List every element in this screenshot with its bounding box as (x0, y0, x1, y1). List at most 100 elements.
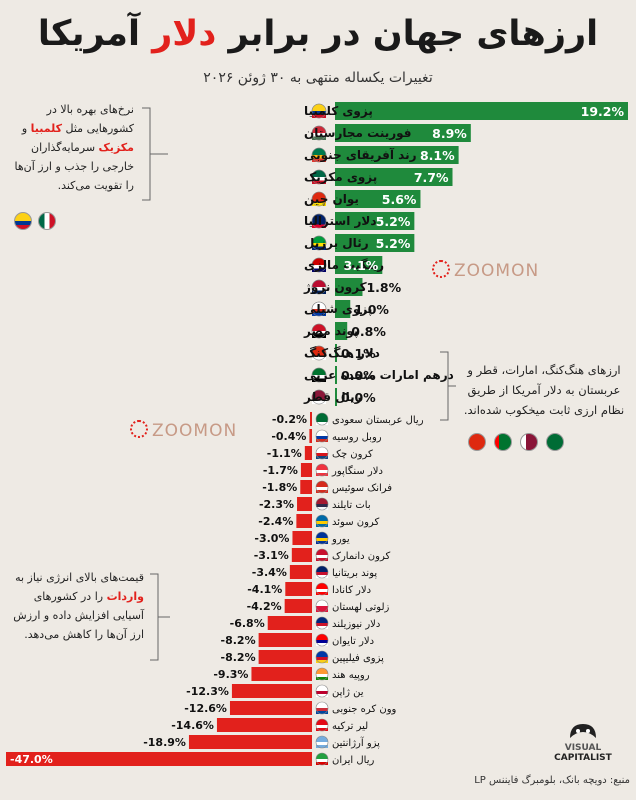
watermark-icon (130, 420, 148, 438)
value-label: -0.2% (272, 413, 307, 426)
bar (284, 599, 312, 613)
flag-stripe (312, 400, 326, 404)
flag-ring (315, 667, 329, 681)
bar (188, 735, 312, 749)
brand-logo: VISUAL CAPITALIST (548, 722, 618, 763)
flag-stripe (312, 158, 326, 162)
flag-stripe (316, 708, 328, 711)
value-label: 8.9% (432, 126, 467, 141)
flag-ring (311, 191, 327, 207)
category-label: رئال برزیل (304, 236, 369, 250)
flag-stripe (312, 378, 326, 382)
flag-stripe (316, 558, 328, 561)
bar (335, 102, 628, 120)
flag-ring (315, 412, 329, 426)
bar (335, 366, 337, 384)
value-label: 1.8% (366, 280, 401, 295)
value-label: 19.2% (581, 104, 625, 119)
category-label: روبل روسیه (332, 432, 382, 443)
flag-stripe (316, 606, 328, 609)
category-label: دلار استرالیا (304, 214, 376, 228)
bar (297, 497, 312, 511)
note-topleft-and: و (21, 122, 28, 135)
flag-ring (311, 169, 327, 185)
category-label: درهم امارات متحده عربی (304, 368, 454, 382)
note-topleft-colombia: کلمبیا (30, 122, 63, 135)
bar (335, 168, 453, 186)
flag-stripe (312, 246, 326, 250)
category-label: یوان چین (304, 192, 359, 207)
flag-stripe (312, 202, 326, 206)
flag-stripe (316, 439, 328, 442)
value-label: -14.6% (171, 719, 214, 732)
flag-stripe (316, 691, 328, 694)
bar (335, 322, 348, 340)
bar (335, 212, 415, 230)
value-label: -3.0% (254, 532, 289, 545)
value-label: -4.2% (247, 600, 282, 613)
category-label: رند آفریقای جنوبی (304, 147, 417, 163)
saudi-flag-icon (546, 433, 564, 451)
bar (296, 514, 312, 528)
bar (335, 278, 363, 296)
flag-ring (315, 684, 329, 698)
title-end: آمریکا (37, 14, 140, 54)
flag-stripe (312, 268, 326, 272)
bar (335, 124, 471, 142)
flag-stripe (316, 490, 328, 493)
flag-stripe (312, 136, 326, 140)
flag-ring (311, 301, 327, 317)
category-label: دلار هنگ‌کنگ (304, 346, 380, 360)
flag-ring (311, 147, 327, 163)
flag-ring (315, 480, 329, 494)
flag-stripe (316, 728, 328, 731)
flag-stripe (316, 762, 328, 765)
flag-stripe (312, 243, 326, 247)
flag-stripe (312, 334, 326, 338)
flag-stripe (316, 538, 328, 541)
value-label: -18.9% (143, 736, 186, 749)
bar (335, 300, 351, 318)
flag-ring (315, 650, 329, 664)
value-label: 5.2% (376, 236, 411, 251)
flag-stripe (316, 626, 328, 629)
flag-stripe (316, 422, 328, 425)
bar (304, 446, 312, 460)
category-label: دلار نیوزیلند (332, 619, 380, 630)
flag-stripe (316, 473, 328, 476)
note-bracket (150, 573, 170, 661)
note-bottomleft-text1: قیمت‌های بالای انرژی نیاز به (15, 571, 144, 584)
flag-stripe (316, 745, 328, 748)
subtitle: تغییرات یکساله منتهی به ۳۰ ژوئن ۲۰۲۶ (203, 70, 433, 86)
category-label: کرون دانمارک (332, 551, 390, 562)
flag-ring (315, 514, 329, 528)
category-label: رینگیت مالزی (304, 258, 384, 272)
category-label: ریال ایران (332, 755, 374, 766)
flag-ring (315, 565, 329, 579)
note-topleft-text1: نرخ‌های بهره بالا در کشورهایی مثل (46, 103, 134, 135)
category-label: ین ژاپن (332, 687, 364, 698)
flag-stripe (316, 436, 328, 439)
bar (310, 412, 312, 426)
flag-stripe (316, 674, 328, 677)
flag-ring (311, 367, 327, 383)
flag-stripe (316, 575, 328, 578)
note-bottomleft-imports: واردات (106, 590, 144, 603)
value-label: -8.2% (221, 634, 256, 647)
category-label: کرون سوئد (332, 517, 379, 528)
logo-icon (570, 724, 596, 738)
value-label: -8.2% (221, 651, 256, 664)
flag-ring (311, 257, 327, 273)
value-label: -4.1% (247, 583, 282, 596)
value-label: 0.0% (341, 390, 376, 405)
flag-stripe (312, 111, 326, 115)
bar (335, 344, 337, 362)
flag-stripe (312, 353, 326, 357)
note-bracket (440, 351, 456, 421)
value-label: -1.1% (267, 447, 302, 460)
note-topleft-text2: سرمایه‌گذاران خارجی را جذب و ارز آن‌ها ر… (14, 141, 135, 192)
value-label: -3.4% (252, 566, 287, 579)
category-label: وون کره جنوبی (332, 704, 397, 715)
bar (285, 582, 312, 596)
bar (216, 718, 312, 732)
